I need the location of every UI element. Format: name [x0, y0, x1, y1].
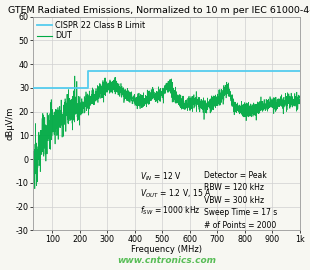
X-axis label: Frequency (MHz): Frequency (MHz): [131, 245, 202, 254]
Legend: CISPR 22 Class B Limit, DUT: CISPR 22 Class B Limit, DUT: [36, 19, 147, 42]
Text: Detector = Peak
RBW = 120 kHz
VBW = 300 kHz
Sweep Time = 17 s
# of Points = 2000: Detector = Peak RBW = 120 kHz VBW = 300 …: [204, 171, 277, 230]
Title: GTEM Radiated Emissions, Normalized to 10 m per IEC 61000-4-20: GTEM Radiated Emissions, Normalized to 1…: [8, 6, 310, 15]
Text: www.cntronics.com: www.cntronics.com: [117, 256, 216, 265]
Text: $V_{IN}$ = 12 V
$V_{OUT}$ = 1.2 V, 15 A
$f_{SW}$ = 1000 kHz: $V_{IN}$ = 12 V $V_{OUT}$ = 1.2 V, 15 A …: [140, 171, 211, 217]
Y-axis label: dBµV/m: dBµV/m: [6, 107, 15, 140]
